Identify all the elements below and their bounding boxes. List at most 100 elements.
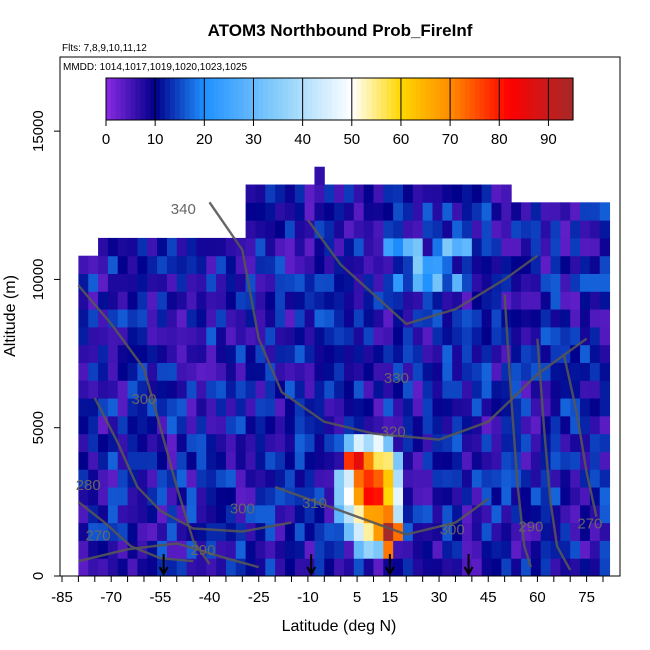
colorbar-segment [322, 78, 328, 120]
heat-cell [157, 451, 168, 470]
colorbar-segment [499, 78, 505, 120]
heat-cell [589, 540, 601, 559]
heat-cell [471, 184, 483, 203]
heat-cell [304, 487, 315, 506]
heat-cell [432, 326, 443, 346]
heat-cell [530, 344, 542, 363]
heat-cell [560, 362, 571, 381]
heat-cell [284, 558, 296, 577]
heat-cell [363, 398, 374, 417]
heat-cell [511, 558, 522, 577]
heat-cell [521, 309, 532, 328]
heat-cell [412, 237, 424, 257]
heat-cell [166, 309, 178, 328]
heat-cell [127, 487, 138, 506]
colorbar-tick-label: 70 [442, 131, 459, 148]
heat-cell [363, 362, 374, 381]
heat-cell [550, 273, 561, 292]
heat-cell [176, 504, 188, 524]
heat-cell [422, 291, 434, 310]
heat-cell [540, 291, 552, 310]
colorbar-segment [204, 78, 210, 120]
heat-cell [98, 487, 109, 506]
colorbar-segment [400, 78, 407, 120]
heat-cell [88, 415, 99, 435]
heat-cell [137, 380, 148, 399]
heat-cell [589, 398, 601, 417]
heat-cell [166, 504, 178, 524]
heat-cell [412, 380, 424, 399]
heat-cell [511, 362, 522, 381]
heat-cell [442, 291, 453, 310]
heat-cell [570, 202, 581, 221]
heat-cell [88, 558, 99, 577]
heat-cell [481, 522, 493, 541]
dates-note: MMDD: 1014,1017,1019,1020,1023,1025 [63, 62, 247, 73]
heat-cell [530, 291, 542, 310]
heat-cell [324, 273, 335, 292]
heat-cell [334, 255, 345, 274]
heat-cell [304, 362, 315, 381]
heat-cell [452, 291, 463, 310]
colorbar-tick-label: 30 [245, 131, 262, 148]
colorbar-segment [258, 78, 264, 120]
heat-cell [471, 362, 483, 381]
heat-cell [245, 202, 256, 221]
heat-cell [137, 273, 148, 292]
heat-cell [107, 309, 119, 328]
contour-line [503, 294, 533, 568]
heat-cell [481, 326, 493, 346]
heat-cell [176, 415, 188, 435]
heat-cell [166, 326, 178, 346]
heat-cell [432, 504, 443, 524]
colorbar-segment [563, 78, 569, 120]
heat-cell [275, 326, 286, 346]
heat-cell [589, 522, 601, 541]
heat-cell [265, 540, 276, 559]
heat-cell [540, 398, 552, 417]
heat-cell [284, 415, 296, 435]
heat-cell [589, 487, 601, 506]
heat-cell [343, 540, 355, 559]
heat-cell [491, 558, 502, 577]
heat-cell [166, 291, 178, 310]
heat-cell [206, 415, 217, 435]
heat-cell [117, 558, 129, 577]
heat-cell [393, 504, 404, 524]
heat-cell [117, 398, 129, 417]
heat-cell [294, 398, 306, 417]
heat-cell [412, 415, 424, 435]
heat-cell [324, 415, 335, 435]
heat-cell [530, 273, 542, 292]
heat-cell [363, 415, 374, 435]
heat-cell [166, 362, 178, 381]
heat-cell [550, 398, 561, 417]
heat-cell [599, 469, 611, 488]
heat-cell [570, 255, 581, 274]
heat-cell [353, 291, 365, 310]
heat-cell [393, 202, 404, 221]
colorbar-segment [164, 78, 171, 120]
heat-cell [98, 398, 109, 417]
heat-cell [98, 309, 109, 328]
colorbar-tick-label: 60 [393, 131, 410, 148]
heat-cell [117, 487, 129, 506]
heat-cell [196, 362, 207, 381]
heat-cell [216, 255, 227, 274]
heat-cell [550, 237, 561, 257]
colorbar-segment [489, 78, 495, 120]
y-tick-label: 0 [30, 572, 47, 580]
heat-cell [216, 344, 227, 363]
heat-cell [402, 237, 414, 257]
heat-cell [599, 326, 611, 346]
heat-cell [294, 273, 306, 292]
heat-cell [550, 540, 561, 559]
heat-cell [471, 433, 483, 452]
heat-cell [127, 398, 138, 417]
heat-cell [107, 504, 119, 524]
heat-cell [166, 255, 178, 274]
contour-label: 310 [302, 495, 327, 512]
heat-cell [550, 220, 561, 239]
heat-cell [255, 469, 266, 488]
heat-cell [422, 362, 434, 381]
